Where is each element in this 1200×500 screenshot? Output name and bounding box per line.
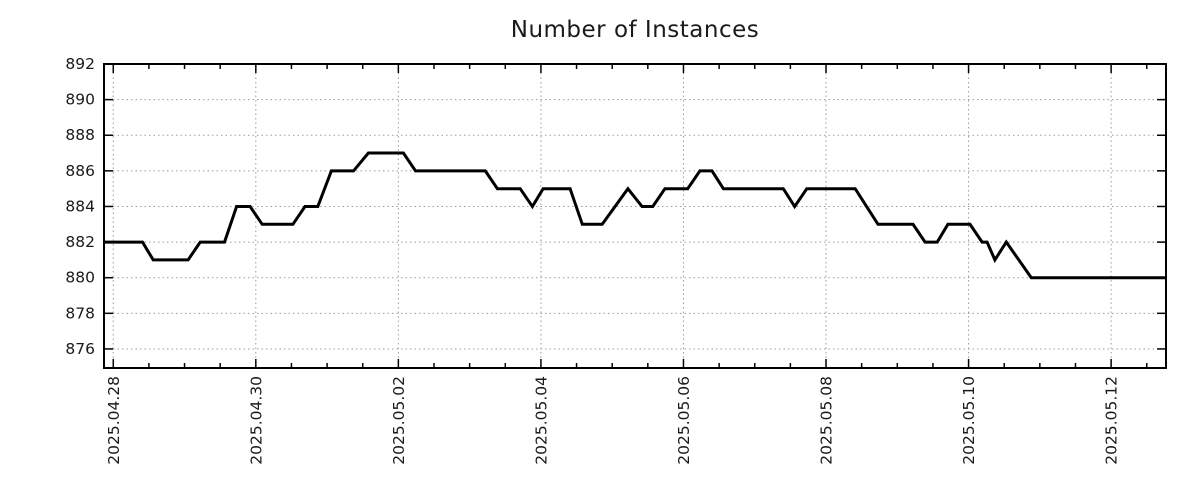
x-tick-label: 2025.05.02	[390, 376, 408, 465]
y-tick-label: 888	[65, 126, 95, 144]
x-tick-label: 2025.05.12	[1103, 376, 1121, 465]
y-tick-label: 876	[65, 340, 95, 358]
x-tick-label: 2025.04.30	[247, 376, 265, 465]
x-tick-label: 2025.04.28	[105, 376, 123, 465]
y-tick-label: 886	[65, 162, 95, 180]
y-tick-label: 884	[65, 197, 95, 215]
x-tick-label: 2025.05.06	[675, 376, 693, 465]
y-tick-label: 892	[65, 55, 95, 73]
y-tick-label: 882	[65, 233, 95, 251]
y-tick-label: 880	[65, 269, 95, 287]
y-tick-label: 878	[65, 304, 95, 322]
y-tick-label: 890	[65, 91, 95, 109]
x-tick-label: 2025.05.10	[960, 376, 978, 465]
chart-title: Number of Instances	[510, 17, 760, 43]
plot-border	[103, 63, 1167, 369]
x-tick-label: 2025.05.04	[532, 376, 550, 465]
series-line-instances	[104, 151, 1166, 280]
x-tick-label: 2025.05.08	[818, 376, 836, 465]
